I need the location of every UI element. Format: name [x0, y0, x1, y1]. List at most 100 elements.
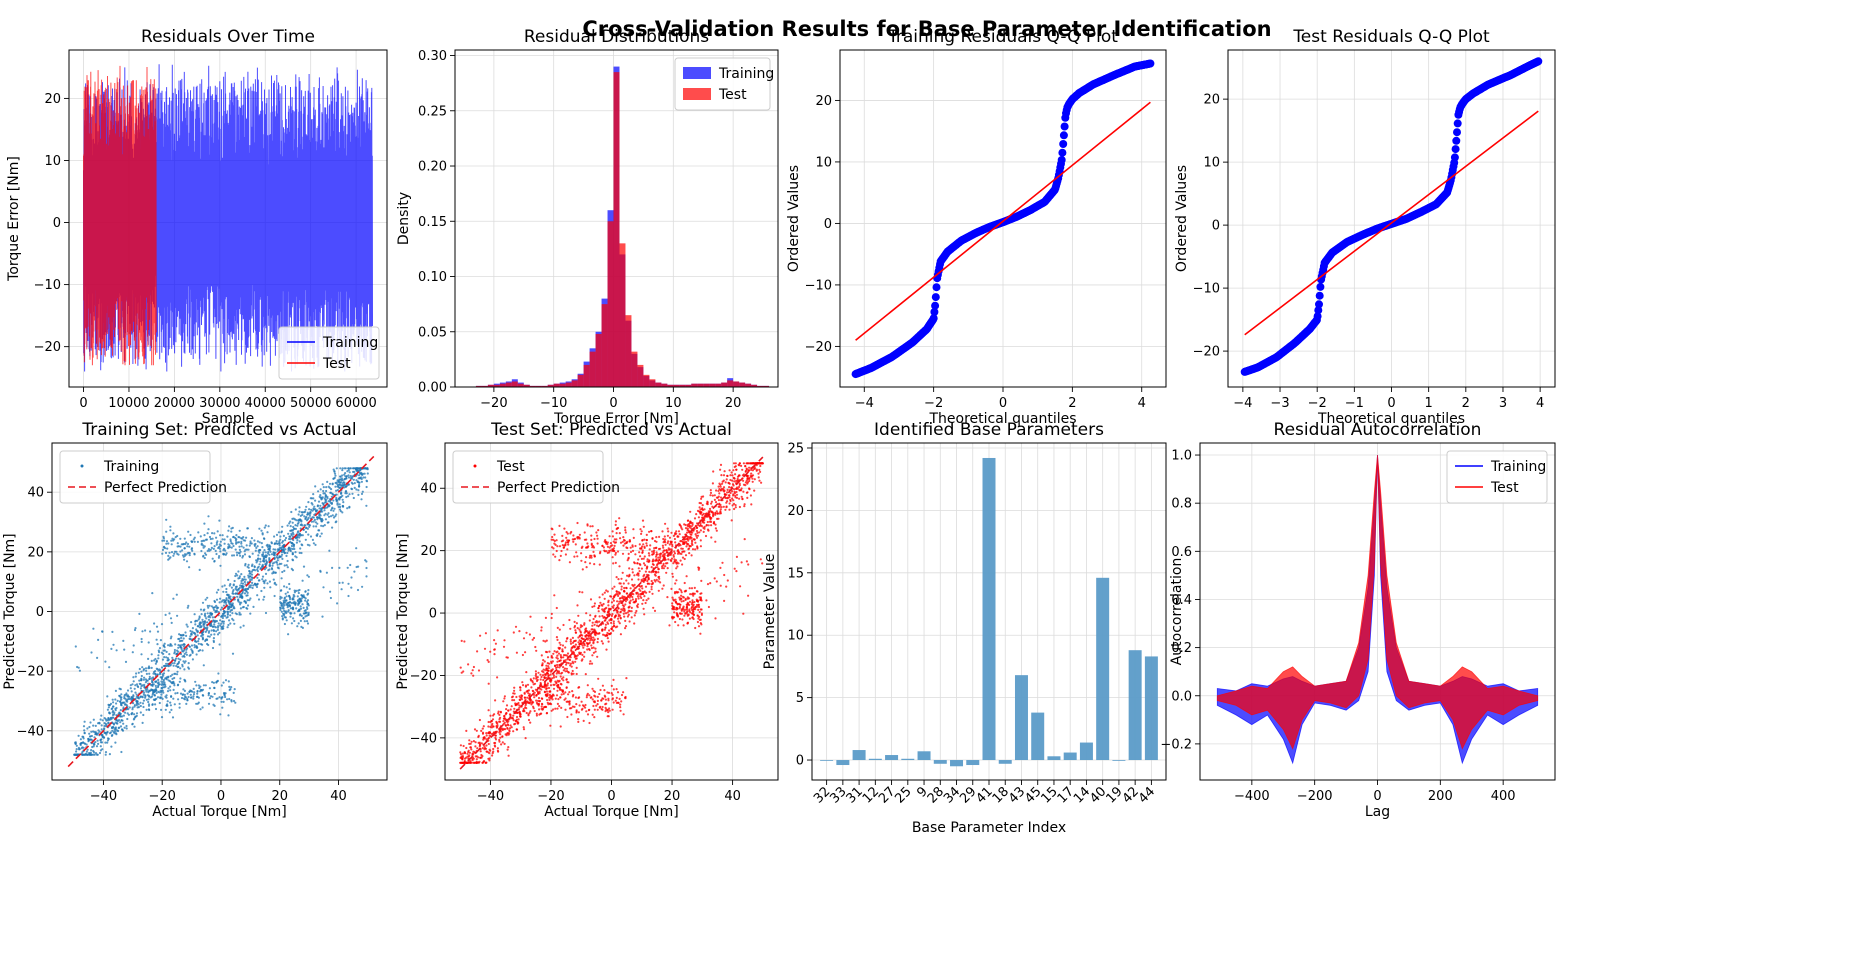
scatter-point [290, 602, 293, 605]
scatter-point [595, 531, 598, 534]
scatter-point [746, 491, 749, 494]
x-tick-label: −2 [1308, 396, 1327, 411]
scatter-point [636, 603, 640, 606]
scatter-point [550, 527, 553, 530]
scatter-point [461, 752, 464, 755]
scatter-point [140, 674, 143, 678]
scatter-point [507, 746, 510, 749]
scatter-point [215, 591, 218, 594]
scatter-point [208, 697, 212, 700]
scatter-point [247, 574, 250, 577]
scatter-point [205, 638, 208, 641]
y-tick-label: 20 [44, 92, 61, 107]
scatter-point [243, 592, 247, 595]
scatter-point [572, 540, 575, 543]
scatter-point [715, 510, 718, 513]
scatter-point [280, 589, 283, 592]
scatter-point [182, 693, 185, 696]
scatter-point [289, 615, 292, 618]
scatter-point [759, 470, 762, 473]
scatter-point [732, 499, 735, 502]
legend-label: Test [718, 87, 747, 103]
scatter-point [283, 569, 286, 573]
scatter-point [524, 685, 528, 688]
scatter-point [219, 608, 222, 611]
scatter-point [289, 611, 292, 615]
scatter-point [355, 470, 359, 473]
scatter-point [601, 684, 605, 687]
scatter-point [350, 576, 353, 579]
scatter-point [294, 524, 297, 527]
scatter-point [220, 622, 223, 625]
scatter-point [270, 541, 273, 544]
scatter-point [550, 661, 553, 665]
scatter-point [310, 497, 313, 500]
scatter-point [357, 489, 360, 492]
scatter-point [213, 606, 217, 609]
scatter-point [231, 652, 235, 655]
scatter-point [233, 688, 236, 691]
scatter-point [279, 597, 282, 600]
scatter-point [109, 731, 112, 734]
scatter-point [306, 603, 309, 606]
scatter-point [246, 587, 249, 591]
x-tick-label: −1 [1345, 396, 1364, 411]
scatter-point [96, 656, 99, 660]
scatter-point [202, 633, 205, 636]
scatter-point [529, 710, 532, 713]
scatter-point [648, 582, 651, 585]
qq-point [1314, 306, 1323, 315]
scatter-point [139, 701, 142, 704]
scatter-point [215, 536, 218, 539]
scatter-point [219, 550, 222, 553]
scatter-point [169, 643, 172, 646]
scatter-point [346, 566, 349, 569]
scatter-point [590, 647, 594, 650]
scatter-point [238, 545, 241, 548]
scatter-point [225, 552, 228, 555]
scatter-point [577, 535, 580, 539]
scatter-point [203, 626, 206, 629]
scatter-point [743, 505, 746, 508]
scatter-point [82, 725, 86, 728]
scatter-point [707, 524, 710, 527]
scatter-point [128, 706, 131, 709]
scatter-point [644, 570, 648, 573]
scatter-point [254, 549, 257, 552]
scatter-point [297, 530, 300, 533]
scatter-point [319, 504, 322, 507]
scatter-point [210, 546, 213, 550]
scatter-point [645, 599, 648, 602]
scatter-point [489, 714, 492, 717]
scatter-point [250, 576, 253, 579]
scatter-point [242, 546, 245, 549]
scatter-point [151, 681, 154, 684]
scatter-point [643, 595, 646, 598]
scatter-point [166, 664, 170, 667]
scatter-point [82, 737, 85, 740]
scatter-point [224, 614, 227, 618]
scatter-point [350, 487, 353, 490]
scatter-point [246, 599, 249, 602]
scatter-point [473, 728, 477, 731]
scatter-point [223, 612, 226, 615]
scatter-point [213, 545, 216, 548]
scatter-point [185, 648, 188, 651]
scatter-point [650, 579, 653, 583]
scatter-point [264, 551, 267, 554]
scatter-point [358, 467, 361, 470]
scatter-point [239, 554, 242, 557]
scatter-point [195, 628, 198, 631]
scatter-point [224, 692, 227, 695]
scatter-point [312, 542, 315, 545]
scatter-point [195, 695, 199, 699]
scatter-point [618, 697, 621, 701]
scatter-point [344, 490, 347, 493]
scatter-point [208, 630, 211, 633]
scatter-point [274, 548, 277, 551]
scatter-point [239, 626, 242, 629]
qq-point [1059, 131, 1068, 140]
scatter-point [292, 617, 295, 620]
